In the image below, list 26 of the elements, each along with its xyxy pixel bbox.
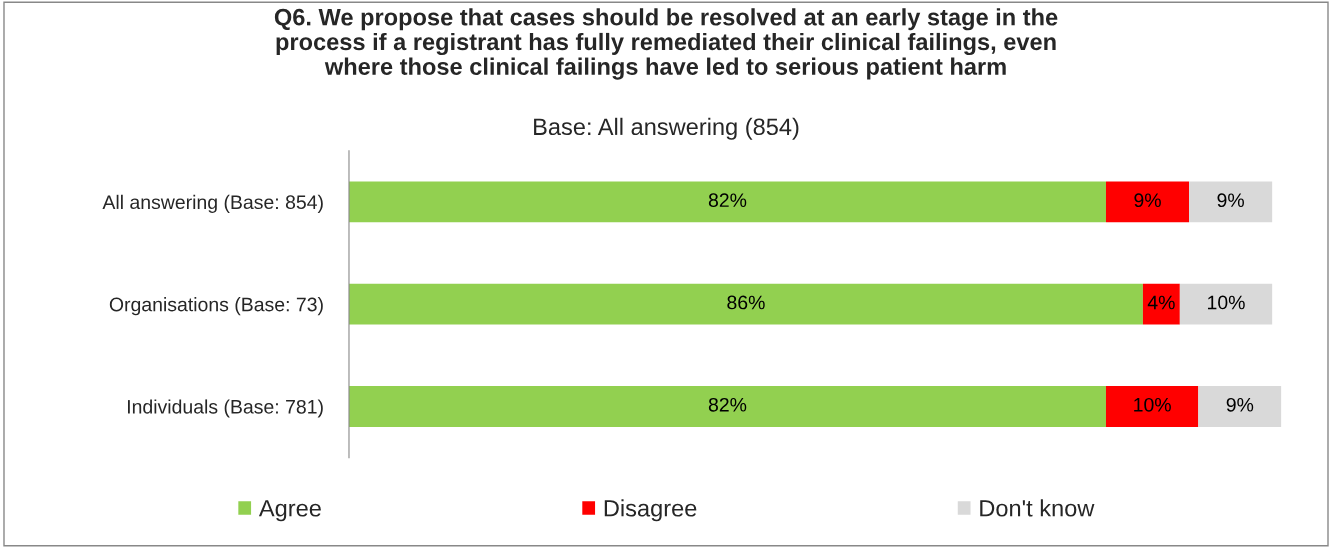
bar	[1189, 181, 1273, 223]
bar	[1198, 385, 1282, 427]
y-tick-label: Organisations (Base: 73)	[109, 297, 323, 316]
legend-label: Agree	[258, 500, 321, 522]
legend-label: Don't know	[980, 499, 1095, 517]
bar	[1105, 181, 1190, 223]
chart-subtitle: Base: All answering (854)	[534, 117, 799, 140]
bar	[348, 283, 1143, 325]
y-tick-label: All answering (Base: 854)	[102, 194, 323, 213]
data-label: 9%	[1226, 397, 1254, 412]
bar	[348, 385, 1106, 427]
data-label: 4%	[1147, 295, 1175, 310]
y-tick-label: Individuals (Base: 781)	[128, 399, 323, 418]
data-label: 10%	[1208, 295, 1245, 310]
data-label: 10%	[1134, 397, 1171, 412]
bar	[1179, 283, 1273, 325]
legend-label: Disagree	[604, 499, 697, 522]
data-label: 86%	[727, 295, 765, 310]
data-label: 9%	[1217, 193, 1244, 208]
data-label: 82%	[708, 397, 747, 412]
chart-title: Q6. We propose that cases should be resolved at an early stage in the process if a registrant has fully remediated their clinical failings, even where those clinical failings have led to serious patient harm	[274, 8, 1058, 80]
bar	[1142, 283, 1180, 325]
bar	[1105, 385, 1199, 427]
data-label: 82%	[708, 193, 747, 208]
bar	[348, 181, 1106, 223]
data-label: 9%	[1134, 193, 1161, 208]
